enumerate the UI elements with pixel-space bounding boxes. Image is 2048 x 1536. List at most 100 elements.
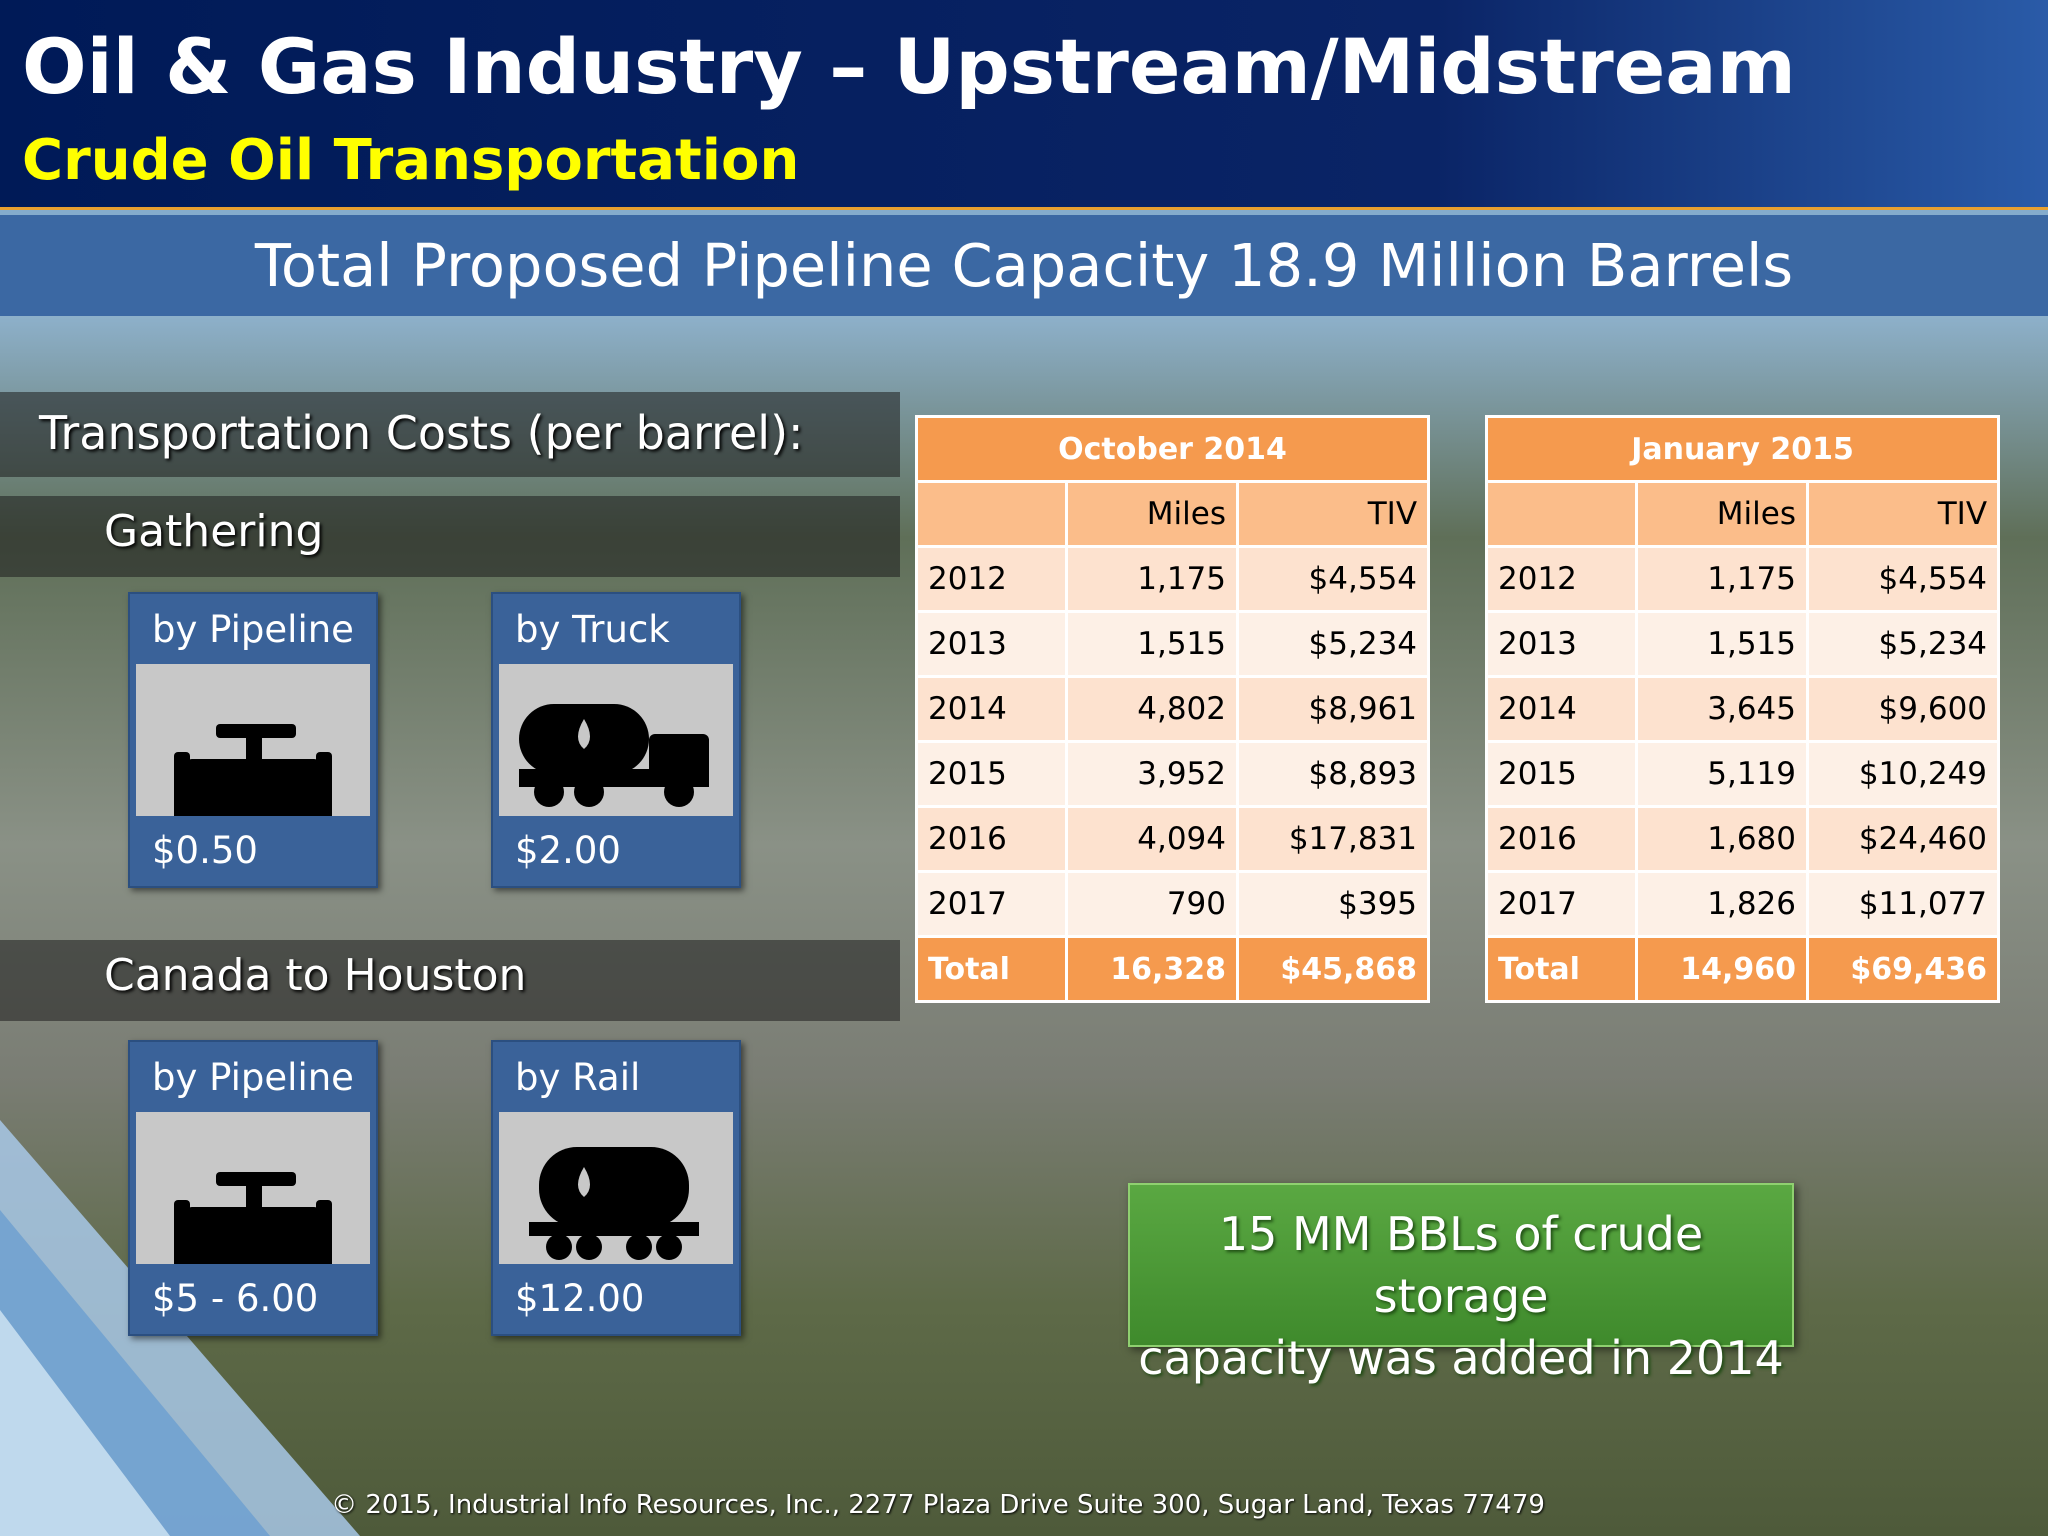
subtitle: Crude Oil Transportation (22, 128, 800, 193)
table-cell: $17,831 (1235, 805, 1431, 873)
total-row: Total 14,960 $69,436 (1485, 935, 2001, 1003)
table-row: 2014 4,802 $8,961 (915, 675, 1431, 743)
table-row: 2015 3,952 $8,893 (915, 740, 1431, 808)
card-price: $0.50 (152, 829, 258, 872)
table-cell: $4,554 (1235, 545, 1431, 613)
valve-icon (174, 1172, 332, 1274)
table-cell: 2012 (915, 545, 1068, 613)
table-cell: $395 (1235, 870, 1431, 938)
table-cell: 1,515 (1065, 610, 1239, 678)
table-cell: 5,119 (1635, 740, 1809, 808)
callout-line: capacity was added in 2014 (1138, 1331, 1784, 1385)
cost-card: by Truck $2.00 (491, 592, 741, 888)
total-cell: Total (915, 935, 1068, 1003)
valve-icon (174, 724, 332, 826)
table-cell: $5,234 (1805, 610, 2001, 678)
title-row: October 2014 (914, 415, 1431, 483)
card-label: by Pipeline (152, 608, 354, 651)
total-cell: Total (1485, 935, 1638, 1003)
table-cell: $24,460 (1805, 805, 2001, 873)
table-cell: 4,094 (1065, 805, 1239, 873)
table-cell: 2016 (1485, 805, 1638, 873)
total-cell: 14,960 (1635, 935, 1809, 1003)
column-row: Miles TIV (915, 480, 1431, 548)
icon-box (136, 1112, 370, 1274)
card-label: by Truck (515, 608, 670, 651)
table-cell: 1,175 (1065, 545, 1239, 613)
table-row: 2012 1,175 $4,554 (915, 545, 1431, 613)
section-title: Canada to Houston (104, 950, 527, 1001)
header: Oil & Gas Industry – Upstream/Midstream … (0, 0, 2048, 210)
table-row: 2013 1,515 $5,234 (915, 610, 1431, 678)
table-cell: 1,515 (1635, 610, 1809, 678)
table-cell: 2015 (1485, 740, 1638, 808)
banner: Total Proposed Pipeline Capacity 18.9 Mi… (0, 215, 2048, 316)
table-cell: 2017 (1485, 870, 1638, 938)
table-cell: 1,175 (1635, 545, 1809, 613)
table-cell: 2015 (915, 740, 1068, 808)
section-band (0, 496, 900, 577)
table-cell: 2013 (915, 610, 1068, 678)
title: Oil & Gas Industry – Upstream/Midstream (22, 22, 1796, 111)
card-price: $12.00 (515, 1277, 645, 1320)
total-cell: 16,328 (1065, 935, 1239, 1003)
icon-box (499, 664, 733, 816)
table-cell: $4,554 (1805, 545, 2001, 613)
cost-card: by Pipeline $0.50 (128, 592, 378, 888)
column-blank (1485, 480, 1638, 548)
total-cell: $69,436 (1805, 935, 2001, 1003)
table-cell: 3,952 (1065, 740, 1239, 808)
column-header: TIV (1805, 480, 2001, 548)
costs-heading: Transportation Costs (per barrel): (39, 406, 804, 460)
rail-icon (529, 1147, 699, 1260)
callout-line: 15 MM BBLs of crude storage (1218, 1207, 1704, 1323)
data-table: January 2015 Miles TIV 2012 1,175 $4,554 2013 1… (1484, 415, 2001, 1003)
table-row: 2016 1,680 $24,460 (1485, 805, 2001, 873)
table-cell: $5,234 (1235, 610, 1431, 678)
table-cell: 1,826 (1635, 870, 1809, 938)
card-label: by Pipeline (152, 1056, 354, 1099)
cost-card: by Rail $12.00 (491, 1040, 741, 1336)
table-cell: $9,600 (1805, 675, 2001, 743)
column-header: Miles (1635, 480, 1809, 548)
column-row: Miles TIV (1485, 480, 2001, 548)
table-row: 2013 1,515 $5,234 (1485, 610, 2001, 678)
table-title: October 2014 (914, 415, 1431, 483)
truck-icon (519, 704, 709, 807)
table-cell: 4,802 (1065, 675, 1239, 743)
table-cell: 2012 (1485, 545, 1638, 613)
table-cell: 3,645 (1635, 675, 1809, 743)
table-cell: $8,893 (1235, 740, 1431, 808)
icon-box (136, 664, 370, 826)
table-cell: 1,680 (1635, 805, 1809, 873)
table-title: January 2015 (1484, 415, 2001, 483)
table-cell: 2014 (1485, 675, 1638, 743)
table-cell: $8,961 (1235, 675, 1431, 743)
card-price: $5 - 6.00 (152, 1277, 319, 1320)
column-header: TIV (1235, 480, 1431, 548)
cost-card: by Pipeline $5 - 6.00 (128, 1040, 378, 1336)
table-cell: 2014 (915, 675, 1068, 743)
section-title: Gathering (104, 506, 324, 557)
table-row: 2015 5,119 $10,249 (1485, 740, 2001, 808)
table-row: 2016 4,094 $17,831 (915, 805, 1431, 873)
data-table: October 2014 Miles TIV 2012 1,175 $4,554 2013 1… (914, 415, 1431, 1003)
card-label: by Rail (515, 1056, 641, 1099)
column-blank (915, 480, 1068, 548)
section-band (0, 940, 900, 1021)
table-cell: $10,249 (1805, 740, 2001, 808)
table-cell: 790 (1065, 870, 1239, 938)
table-row: 2014 3,645 $9,600 (1485, 675, 2001, 743)
title-row: January 2015 (1484, 415, 2001, 483)
table-cell: 2016 (915, 805, 1068, 873)
column-header: Miles (1065, 480, 1239, 548)
icon-box (499, 1112, 733, 1264)
footer: © 2015, Industrial Info Resources, Inc.,… (331, 1490, 1545, 1520)
card-price: $2.00 (515, 829, 621, 872)
table-row: 2017 1,826 $11,077 (1485, 870, 2001, 938)
callout: 15 MM BBLs of crude storage capacity was … (1128, 1183, 1794, 1385)
total-row: Total 16,328 $45,868 (915, 935, 1431, 1003)
table-row: 2012 1,175 $4,554 (1485, 545, 2001, 613)
table-cell: $11,077 (1805, 870, 2001, 938)
